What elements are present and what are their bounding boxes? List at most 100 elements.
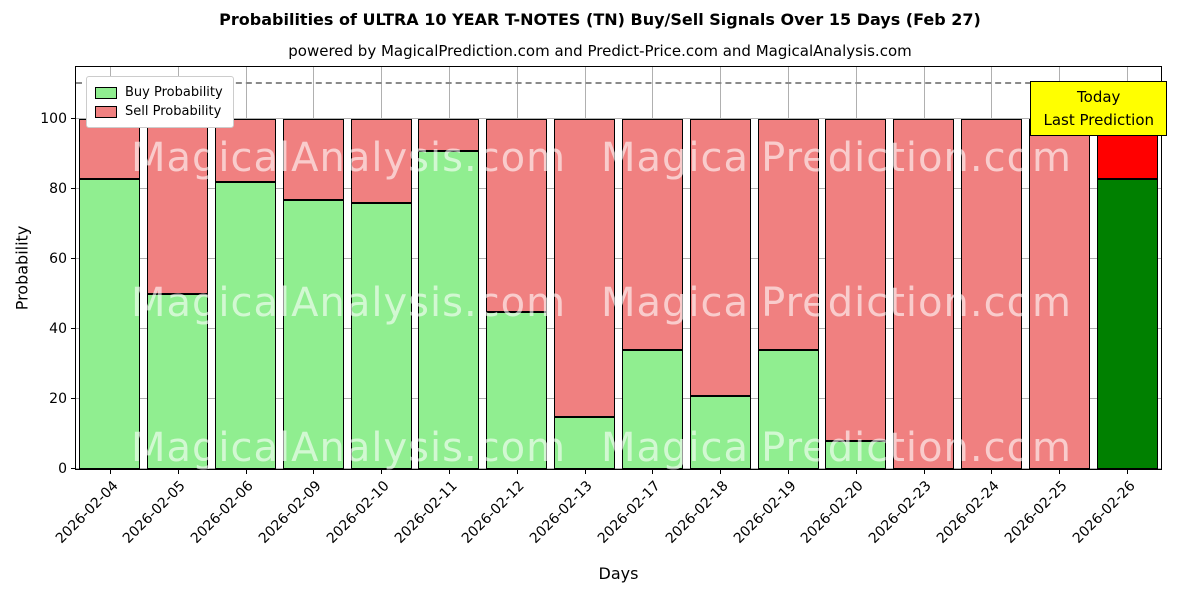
bar-group — [279, 67, 347, 469]
chart-subtitle: powered by MagicalPrediction.com and Pre… — [288, 42, 912, 60]
bar-group — [483, 67, 551, 469]
y-tick-mark — [71, 118, 76, 120]
bar-buy-segment — [215, 182, 277, 469]
x-tick-mark — [720, 469, 722, 474]
stacked-bar — [554, 67, 616, 469]
bar-sell-segment — [554, 119, 616, 417]
bar-group — [890, 67, 958, 469]
bar-sell-segment — [689, 119, 751, 396]
stacked-bar — [215, 67, 277, 469]
bar-group — [551, 67, 619, 469]
y-axis-label: Probability — [12, 225, 32, 311]
x-tick-label: 2026-02-17 — [594, 478, 664, 547]
y-tick-mark — [71, 328, 76, 330]
x-tick-mark — [381, 469, 383, 474]
bar-sell-segment — [621, 119, 683, 351]
x-tick-label: 2026-02-20 — [798, 478, 868, 547]
x-tick-label: 2026-02-24 — [933, 478, 1003, 547]
x-tick-label: 2026-02-25 — [1001, 478, 1071, 547]
stacked-bar — [418, 67, 480, 469]
stacked-bar — [960, 67, 1022, 469]
y-tick-label: 40 — [49, 321, 67, 338]
buy-color-swatch — [95, 86, 117, 99]
y-tick-label: 20 — [49, 391, 67, 408]
bar-group — [619, 67, 687, 469]
x-tick-label: 2026-02-18 — [662, 478, 732, 547]
bar-buy-segment — [282, 199, 344, 469]
x-tick-mark — [516, 469, 518, 474]
annotation-line-1: Today — [1077, 88, 1121, 106]
x-tick-mark — [245, 469, 247, 474]
x-tick-label: 2026-02-04 — [52, 478, 122, 547]
bar-sell-segment — [893, 119, 955, 469]
y-tick-mark — [71, 188, 76, 190]
x-tick-mark — [652, 469, 654, 474]
bar-sell-segment — [282, 119, 344, 200]
bar-buy-segment — [486, 311, 548, 469]
stacked-bar — [79, 67, 141, 469]
gridline-horizontal — [76, 398, 1161, 400]
legend-item-sell: Sell Probability — [95, 102, 223, 121]
x-tick-label: 2026-02-13 — [527, 478, 596, 547]
x-tick-mark — [177, 469, 179, 474]
threshold-dashed-line — [76, 82, 1161, 85]
x-tick-label: 2026-02-05 — [120, 478, 190, 547]
bar-sell-segment — [350, 119, 412, 204]
x-tick-mark — [855, 469, 857, 474]
x-tick-label: 2026-02-26 — [1069, 478, 1139, 547]
legend: Buy Probability Sell Probability — [86, 76, 234, 128]
bar-group — [144, 67, 212, 469]
stacked-bar — [486, 67, 548, 469]
sell-color-swatch — [95, 105, 117, 118]
y-tick-label: 60 — [49, 251, 67, 268]
x-tick-mark — [584, 469, 586, 474]
stacked-bar — [825, 67, 887, 469]
bar-group — [76, 67, 144, 469]
stacked-bar — [350, 67, 412, 469]
x-tick-label: 2026-02-10 — [323, 478, 393, 547]
annotation-line-2: Last Prediction — [1043, 110, 1154, 129]
bar-buy-segment — [1096, 178, 1158, 469]
bar-buy-segment — [825, 441, 887, 469]
legend-label-sell: Sell Probability — [125, 104, 222, 119]
x-tick-label: 2026-02-19 — [730, 478, 800, 547]
x-tick-label: 2026-02-06 — [187, 478, 257, 547]
bar-sell-segment — [486, 119, 548, 312]
bar-buy-segment — [147, 294, 209, 469]
y-tick-mark — [71, 398, 76, 400]
bar-sell-segment — [215, 119, 277, 183]
x-tick-mark — [313, 469, 315, 474]
bar-sell-segment — [147, 119, 209, 295]
stacked-bar — [757, 67, 819, 469]
x-tick-label: 2026-02-23 — [866, 478, 935, 547]
bar-buy-segment — [350, 203, 412, 469]
y-tick-label: 100 — [40, 111, 67, 128]
x-tick-mark — [788, 469, 790, 474]
stacked-bar — [621, 67, 683, 469]
gridline-horizontal — [76, 258, 1161, 260]
bar-buy-segment — [689, 395, 751, 469]
bar-buy-segment — [79, 178, 141, 469]
legend-item-buy: Buy Probability — [95, 83, 223, 102]
bar-buy-segment — [554, 416, 616, 469]
bar-group — [958, 67, 1026, 469]
stacked-bar — [689, 67, 751, 469]
bar-group — [686, 67, 754, 469]
x-tick-label: 2026-02-12 — [459, 478, 529, 547]
bar-sell-segment — [79, 119, 141, 179]
y-tick-mark — [71, 258, 76, 260]
stacked-bar — [147, 67, 209, 469]
stacked-bar — [893, 67, 955, 469]
stacked-bar — [282, 67, 344, 469]
bar-buy-segment — [418, 150, 480, 469]
bar-sell-segment — [825, 119, 887, 442]
axis-layer: 0 20 40 60 80 100 2026-02-04 2026-02-05 2026-02-… — [40, 67, 1161, 546]
bars-layer — [76, 67, 1161, 469]
bar-sell-segment — [757, 119, 819, 351]
bar-buy-segment — [621, 350, 683, 469]
x-tick-mark — [109, 469, 111, 474]
bar-group — [415, 67, 483, 469]
gridline-horizontal — [76, 188, 1161, 190]
plot-area: MagicalAnalysis.com MagicalPrediction.com… — [40, 66, 1167, 547]
x-tick-mark — [448, 469, 450, 474]
